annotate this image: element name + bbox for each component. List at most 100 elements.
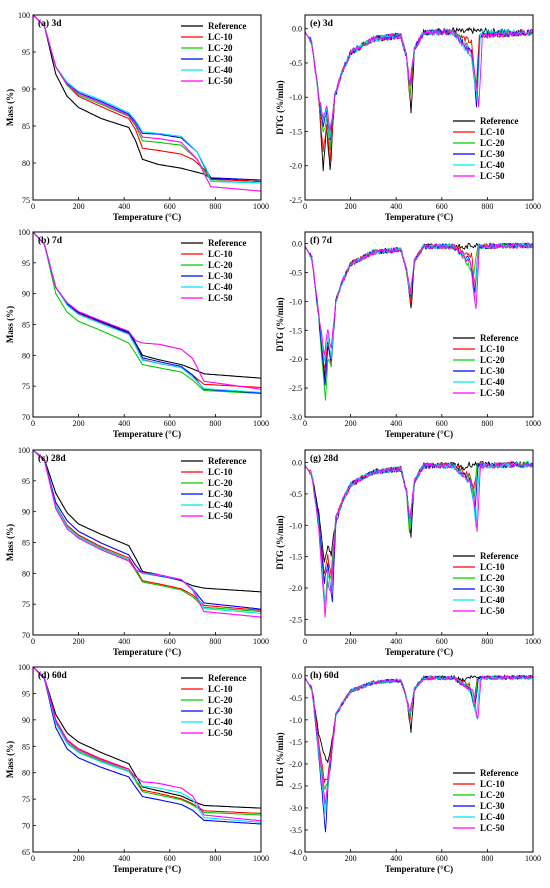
y-tick-label: 0.0 — [292, 25, 302, 34]
x-tick-label: 200 — [345, 202, 357, 211]
x-tick-label: 600 — [164, 202, 176, 211]
x-tick-label: 1000 — [525, 637, 541, 646]
x-tick-label: 1000 — [253, 637, 269, 646]
chart-panel: 0 200 400 600 800 1000 75 80 85 90 95 100 Temperatur… — [5, 11, 269, 222]
x-tick-label: 1000 — [525, 419, 541, 428]
y-tick-label: 100 — [18, 11, 30, 20]
x-tick-label: 0 — [31, 637, 35, 646]
y-tick-label: -2.0 — [289, 760, 302, 769]
series-line-reference — [32, 14, 262, 183]
y-axis-title: Mass (%) — [5, 306, 15, 343]
panel-label: (g) 28d — [310, 453, 339, 464]
series-line-lc-50 — [304, 242, 534, 356]
legend-label: LC-20 — [208, 478, 233, 488]
x-tick-label: 800 — [481, 419, 493, 428]
x-tick-label: 400 — [390, 637, 402, 646]
x-tick-label: 600 — [436, 854, 448, 863]
series-line-lc-50 — [32, 14, 262, 192]
y-tick-label: -1.5 — [289, 127, 302, 136]
x-tick-label: 1000 — [525, 202, 541, 211]
x-tick-label: 800 — [209, 202, 221, 211]
y-tick-label: -3.5 — [289, 826, 302, 835]
legend-label: LC-30 — [480, 149, 505, 159]
series-line-lc-10 — [304, 675, 534, 783]
legend-label: LC-50 — [480, 823, 505, 833]
y-tick-label: -1.0 — [289, 93, 302, 102]
y-tick-label: -2.5 — [289, 196, 302, 205]
y-tick-label: -1.5 — [289, 738, 302, 747]
x-tick-label: 800 — [209, 637, 221, 646]
panel-label: (e) 3d — [310, 18, 334, 29]
y-tick-label: 85 — [22, 321, 30, 330]
x-tick-label: 1000 — [525, 854, 541, 863]
x-tick-label: 600 — [164, 419, 176, 428]
legend-label: LC-50 — [480, 606, 505, 616]
legend-label: LC-10 — [208, 32, 233, 42]
y-tick-label: 95 — [22, 259, 30, 268]
x-tick-label: 600 — [436, 419, 448, 428]
y-tick-label: 75 — [22, 795, 30, 804]
y-tick-label: 85 — [22, 539, 30, 548]
panel-label: (h) 60d — [310, 670, 339, 681]
series-line-reference — [32, 666, 262, 809]
legend-label: LC-20 — [208, 260, 233, 270]
y-tick-label: -1.0 — [289, 521, 302, 530]
y-tick-label: 85 — [22, 742, 30, 751]
legend-label: LC-30 — [208, 489, 233, 499]
y-axis-title: DTG (%/min) — [275, 515, 285, 569]
series-line-lc-40 — [32, 14, 262, 184]
chart-panel: 0 200 400 600 800 1000 -2.5 -2.0 -1.5 -1.0 -0.5 0.0… — [275, 14, 541, 222]
y-tick-label: 75 — [22, 382, 30, 391]
legend-label: LC-40 — [480, 595, 505, 605]
y-tick-label: 85 — [22, 122, 30, 131]
x-tick-label: 400 — [118, 419, 130, 428]
x-tick-label: 0 — [31, 419, 35, 428]
y-tick-label: -2.0 — [289, 162, 302, 171]
x-tick-label: 600 — [436, 637, 448, 646]
y-tick-label: 100 — [18, 228, 30, 237]
legend-label: LC-40 — [208, 282, 233, 292]
y-tick-label: 70 — [22, 822, 30, 831]
legend-label: LC-50 — [208, 511, 233, 521]
x-tick-label: 800 — [481, 202, 493, 211]
series-line-lc-40 — [32, 231, 262, 393]
legend-label: Reference — [480, 768, 518, 778]
y-axis-title: DTG (%/min) — [275, 80, 285, 134]
x-tick-label: 0 — [303, 854, 307, 863]
y-tick-label: -1.5 — [289, 326, 302, 335]
x-tick-label: 400 — [390, 419, 402, 428]
legend-label: LC-20 — [480, 573, 505, 583]
legend-label: LC-50 — [480, 171, 505, 181]
x-axis-title: Temperature (°C) — [385, 864, 453, 874]
y-tick-label: -0.5 — [289, 268, 302, 277]
y-tick-label: -2.5 — [289, 782, 302, 791]
x-tick-label: 400 — [390, 202, 402, 211]
y-tick-label: 95 — [22, 477, 30, 486]
panel-label: (a) 3d — [38, 18, 62, 29]
panel-label: (f) 7d — [310, 235, 333, 246]
legend-label: Reference — [208, 21, 246, 31]
chart-panel: 0 200 400 600 800 1000 65 70 75 80 85 90 95 100 Temper… — [5, 663, 269, 874]
legend-label: LC-30 — [208, 54, 233, 64]
legend-label: LC-10 — [208, 467, 233, 477]
plot-frame — [304, 449, 534, 636]
x-tick-label: 0 — [303, 202, 307, 211]
x-axis-title: Temperature (°C) — [113, 429, 181, 439]
legend-label: LC-10 — [480, 562, 505, 572]
y-tick-label: -2.0 — [289, 584, 302, 593]
x-tick-label: 800 — [209, 854, 221, 863]
y-tick-label: 0.0 — [292, 672, 302, 681]
x-axis-title: Temperature (°C) — [113, 647, 181, 657]
x-tick-label: 400 — [118, 854, 130, 863]
legend-label: LC-30 — [208, 706, 233, 716]
x-tick-label: 200 — [73, 637, 85, 646]
x-tick-label: 1000 — [253, 419, 269, 428]
x-axis-title: Temperature (°C) — [385, 647, 453, 657]
legend-label: LC-20 — [480, 355, 505, 365]
y-tick-label: -0.5 — [289, 59, 302, 68]
y-tick-label: -0.5 — [289, 694, 302, 703]
y-tick-label: 90 — [22, 85, 30, 94]
y-tick-label: -0.5 — [289, 490, 302, 499]
panel-label: (b) 7d — [38, 235, 63, 246]
y-tick-label: -1.0 — [289, 297, 302, 306]
